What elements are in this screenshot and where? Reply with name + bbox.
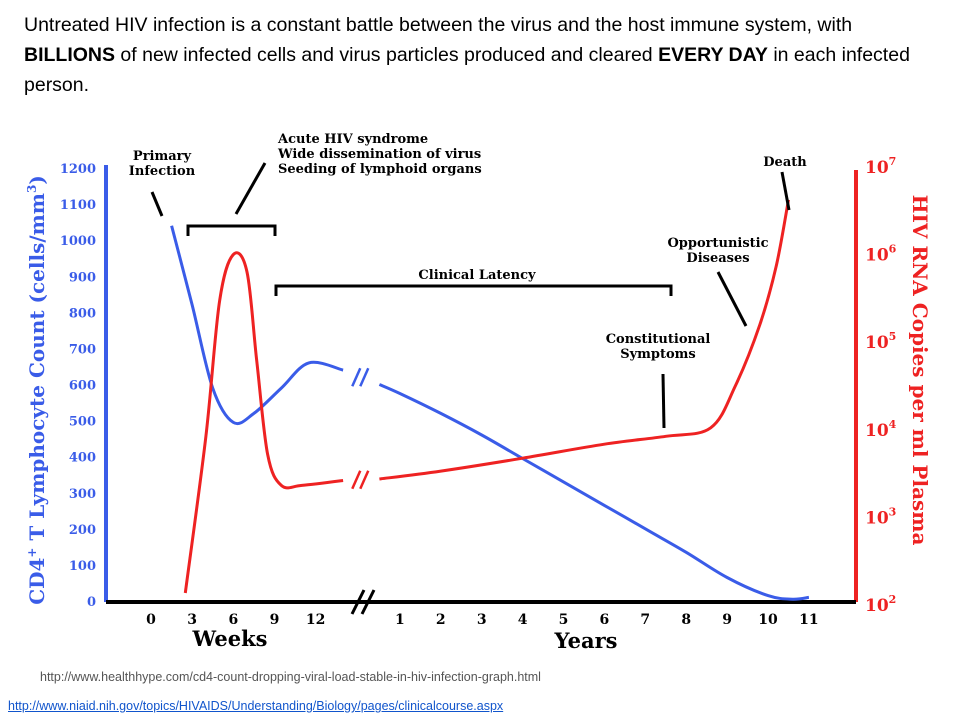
x-tick-week-label: 6 xyxy=(228,612,238,628)
x-tick-year-label: 11 xyxy=(799,612,818,628)
x-axis-years-label: Years xyxy=(553,628,617,653)
annotation-constitutional-symptoms: Symptoms xyxy=(620,347,696,362)
y-right-tick-label: 107 xyxy=(865,155,896,178)
annotation-pointer-primary xyxy=(150,191,164,217)
source-niaid-link[interactable]: http://www.niaid.nih.gov/topics/HIVAIDS/… xyxy=(8,699,504,713)
y-right-tick-label: 103 xyxy=(865,505,896,528)
bracket-clinical-latency xyxy=(274,284,673,296)
annotation-opportunistic-diseases: Diseases xyxy=(686,251,749,266)
x-tick-year-label: 7 xyxy=(640,612,650,628)
rna-line-weeks xyxy=(183,251,344,594)
x-axis-break-mark xyxy=(350,589,366,615)
y-left-tick-label: 0 xyxy=(87,595,96,610)
y-right-axis-title: HIV RNA Copies per ml Plasma xyxy=(908,195,932,546)
x-tick-year-label: 5 xyxy=(559,612,569,628)
x-tick-year-label: 8 xyxy=(681,612,691,628)
x-tick-week-label: 0 xyxy=(146,612,156,628)
y-right-tick-label: 102 xyxy=(865,593,896,616)
slide-text: Untreated HIV infection is a constant ba… xyxy=(24,10,939,100)
annotation-pointer-constitutional xyxy=(661,373,666,429)
x-tick-week-label: 3 xyxy=(187,612,197,628)
annotation-death: Death xyxy=(763,155,807,170)
y-left-tick-label: 1200 xyxy=(60,162,96,177)
body-text: Untreated HIV infection is a constant ba… xyxy=(24,14,853,36)
y-right-tick-label: 104 xyxy=(865,418,897,441)
cd4-line-break-mark xyxy=(351,367,362,387)
annotation-primary-infection: Infection xyxy=(129,164,196,179)
body-text: in each infected person. xyxy=(24,44,910,96)
y-left-tick-label: 1000 xyxy=(60,234,96,249)
x-tick-year-label: 3 xyxy=(477,612,487,628)
y-left-tick-label: 300 xyxy=(69,487,96,502)
bracket-acute-phase xyxy=(186,224,277,236)
annotation-pointer-acute xyxy=(234,162,267,215)
x-tick-year-label: 10 xyxy=(758,612,778,628)
y-left-tick-label: 400 xyxy=(69,451,96,466)
body-text: of new infected cells and virus particle… xyxy=(115,44,659,66)
annotation-clinical-latency: Clinical Latency xyxy=(418,268,536,283)
annotation-opportunistic-diseases: Opportunistic xyxy=(667,236,768,251)
cd4-line-weeks xyxy=(170,225,344,426)
source-healthhype: http://www.healthhype.com/cd4-count-drop… xyxy=(40,670,541,684)
cd4-line-years xyxy=(378,383,810,601)
y-right-tick-label: 106 xyxy=(865,243,897,266)
x-tick-week-label: 12 xyxy=(306,612,325,628)
x-axis-break-mark xyxy=(360,589,376,615)
y-left-tick-label: 700 xyxy=(69,342,96,357)
rna-line-break-mark xyxy=(351,470,362,490)
rna-line-break-mark xyxy=(359,470,370,490)
y-left-tick-label: 500 xyxy=(69,415,96,430)
emphasis-text: EVERY DAY xyxy=(658,44,768,66)
x-tick-year-label: 9 xyxy=(722,612,732,628)
annotation-primary-infection: Primary xyxy=(133,149,192,164)
annotation-acute-hiv: Seeding of lymphoid organs xyxy=(278,162,482,177)
x-tick-year-label: 1 xyxy=(395,612,405,628)
cd4-line-break-mark xyxy=(359,367,370,387)
y-left-tick-label: 800 xyxy=(69,306,96,321)
emphasis-text: BILLIONS xyxy=(24,44,115,66)
x-axis-weeks-label: Weeks xyxy=(192,626,268,651)
annotation-constitutional-symptoms: Constitutional xyxy=(606,332,711,347)
y-left-tick-label: 100 xyxy=(69,559,96,574)
rna-line-years xyxy=(379,199,790,481)
x-tick-year-label: 6 xyxy=(600,612,610,628)
y-right-tick-label: 105 xyxy=(865,330,896,353)
annotation-acute-hiv: Acute HIV syndrome xyxy=(277,132,428,147)
annotation-pointer-opportunistic xyxy=(716,271,748,327)
y-left-tick-label: 1100 xyxy=(60,198,96,213)
y-left-tick-label: 900 xyxy=(69,270,96,285)
annotation-pointer-death xyxy=(780,171,791,211)
annotation-acute-hiv: Wide dissemination of virus xyxy=(277,147,481,162)
y-left-tick-label: 200 xyxy=(69,523,96,538)
y-left-axis-title: CD4+ T Lymphocyte Count (cells/mm3) xyxy=(25,175,49,605)
x-tick-week-label: 9 xyxy=(270,612,280,628)
y-left-tick-label: 600 xyxy=(69,379,96,394)
x-tick-year-label: 4 xyxy=(518,612,528,628)
x-tick-year-label: 2 xyxy=(436,612,446,628)
